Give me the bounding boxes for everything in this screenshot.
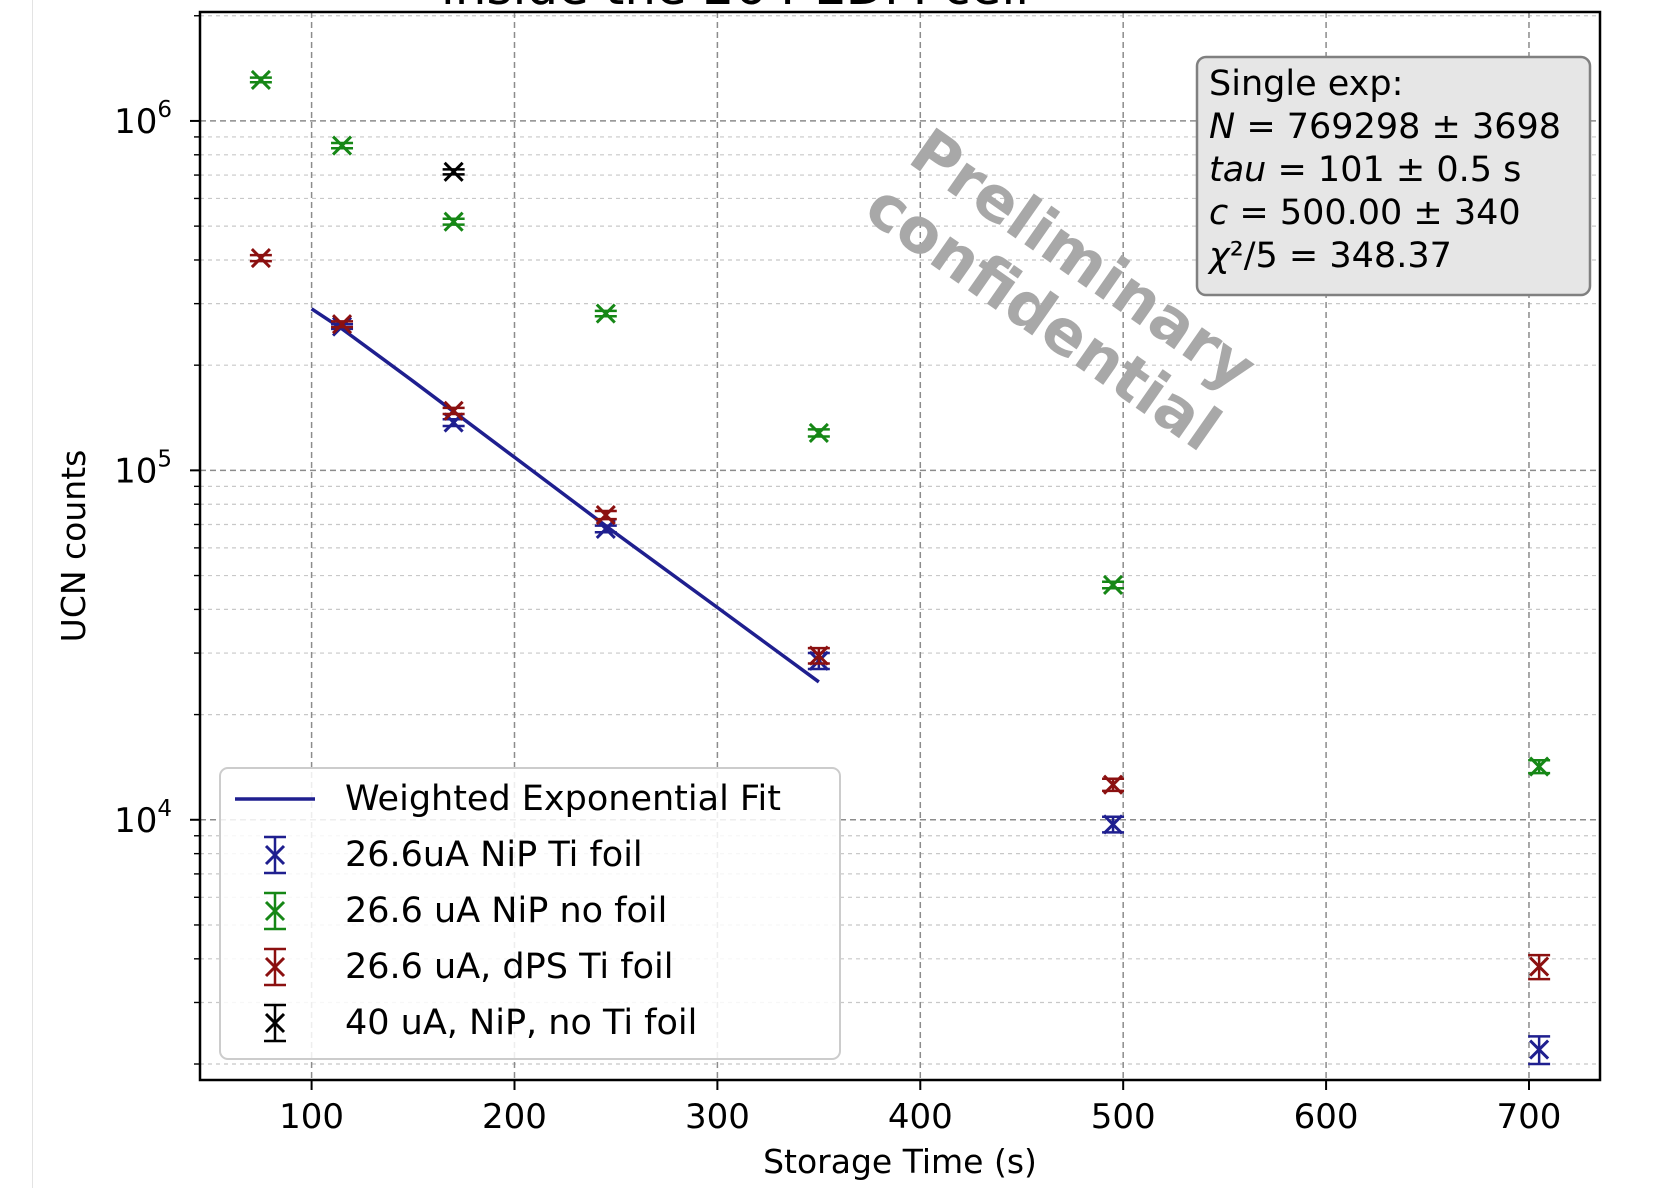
marker-stroke <box>250 248 271 269</box>
data-point <box>595 303 616 324</box>
legend-symbol <box>264 1003 286 1043</box>
marker-stroke <box>1102 774 1124 795</box>
marker-stroke <box>264 844 286 866</box>
x-tick-label: 700 <box>1497 1097 1562 1137</box>
data-point <box>1102 814 1124 835</box>
legend-marker <box>264 900 286 922</box>
y-tick-label: 106 <box>114 97 172 142</box>
legend-marker <box>264 956 286 978</box>
marker-stroke <box>808 645 829 666</box>
data-point <box>1102 574 1124 595</box>
marker-stroke <box>331 135 353 156</box>
series <box>249 248 1551 981</box>
annotation-line: N = 769298 ± 3698 <box>1209 107 1561 147</box>
legend-label-series: 40 uA, NiP, no Ti foil <box>345 1003 697 1043</box>
annotation-line: tau = 101 ± 0.5 s <box>1209 150 1521 190</box>
marker-stroke <box>250 69 271 91</box>
data-point <box>595 504 616 526</box>
chart-title: inside the 264 EDM cell <box>441 0 1029 16</box>
legend-label-series: 26.6 uA, dPS Ti foil <box>345 947 673 987</box>
legend-label-fit: Weighted Exponential Fit <box>345 779 781 819</box>
data-point <box>808 422 829 443</box>
marker-stroke <box>595 303 616 324</box>
data-point <box>1102 774 1124 795</box>
marker-stroke <box>443 400 464 421</box>
data-point <box>1529 756 1550 777</box>
y-tick-label: 104 <box>114 796 172 841</box>
data-point <box>250 69 271 91</box>
x-axis-label: Storage Time (s) <box>763 1142 1037 1181</box>
marker-stroke <box>1102 574 1124 595</box>
data-point <box>443 161 464 182</box>
marker-stroke <box>595 504 616 526</box>
marker-stroke <box>264 900 286 922</box>
marker-stroke <box>1529 1039 1550 1060</box>
legend-symbols <box>235 797 315 1043</box>
annotation-line: Single exp: <box>1209 64 1403 104</box>
x-tick-label: 300 <box>685 1097 750 1137</box>
data-point <box>808 645 829 666</box>
legend-frame <box>219 767 841 1060</box>
marker-stroke <box>1102 814 1124 835</box>
legend-symbol <box>264 891 286 931</box>
legend-marker <box>264 844 286 866</box>
series <box>249 69 1551 777</box>
marker-stroke <box>808 422 829 443</box>
annotation-background <box>1195 55 1592 297</box>
data-point <box>331 314 353 335</box>
legend-label-series: 26.6 uA NiP no foil <box>345 891 667 931</box>
y-axis-label: UCN counts <box>54 450 93 643</box>
marker-stroke <box>1529 956 1550 977</box>
marker-stroke <box>443 161 464 182</box>
annotation-line: c = 500.00 ± 340 <box>1209 193 1521 233</box>
series-layer <box>249 69 1551 1066</box>
x-tick-label: 600 <box>1294 1097 1359 1137</box>
x-tick-label: 400 <box>888 1097 953 1137</box>
y-tick-label: 105 <box>114 446 172 491</box>
marker-stroke <box>264 1012 286 1034</box>
legend: Weighted Exponential Fit 26.6uA NiP Ti f… <box>219 767 841 1060</box>
marker-stroke <box>264 956 286 978</box>
legend-symbol <box>264 947 286 987</box>
x-tick-label: 100 <box>279 1097 344 1137</box>
marker-stroke <box>443 211 464 232</box>
data-point <box>443 400 464 421</box>
series <box>442 161 465 182</box>
data-point <box>1529 956 1550 977</box>
left-divider <box>32 0 33 1188</box>
x-tick-label: 500 <box>1091 1097 1156 1137</box>
marker-stroke <box>331 314 353 335</box>
x-axis: 100 200 300 400 500 600 700 <box>279 1080 1561 1137</box>
x-tick-label: 200 <box>482 1097 547 1137</box>
plot-frame <box>198 10 1602 1082</box>
legend-label-series: 26.6uA NiP Ti foil <box>345 835 643 875</box>
y-axis: 104 105 106 <box>114 15 200 1065</box>
data-point <box>331 135 353 156</box>
data-point <box>443 211 464 232</box>
legend-symbol <box>264 835 286 875</box>
data-point <box>250 248 271 269</box>
fit-annotation-box: Single exp: N = 769298 ± 3698 tau = 101 … <box>1195 55 1592 297</box>
annotation-line: χ²/5 = 348.37 <box>1207 236 1452 276</box>
data-point <box>1529 1039 1550 1060</box>
legend-marker <box>264 1012 286 1034</box>
marker-stroke <box>1529 756 1550 777</box>
